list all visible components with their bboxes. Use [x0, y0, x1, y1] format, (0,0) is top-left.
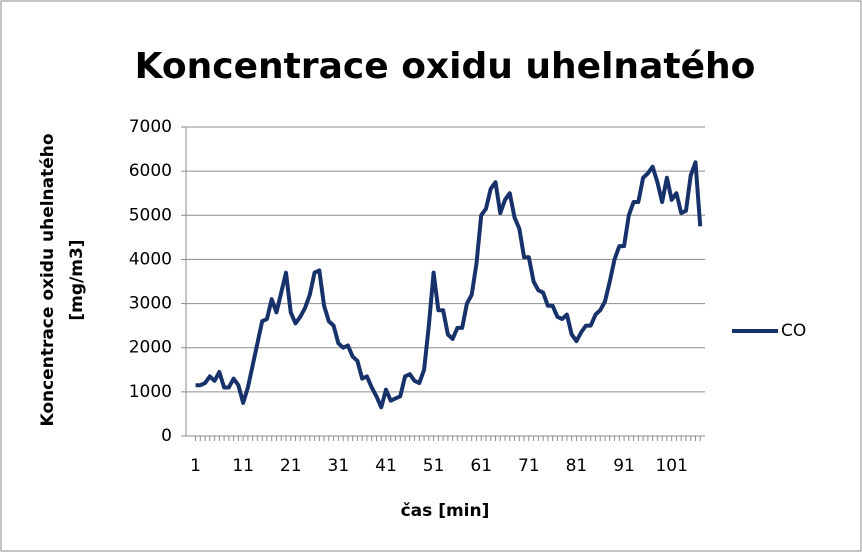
y-tick-label: 0 — [161, 426, 172, 446]
y-axis-label: [mg/m3] — [67, 239, 87, 320]
x-tick-label: 91 — [613, 456, 635, 476]
x-tick-label: 41 — [375, 456, 397, 476]
x-tick-label: 71 — [518, 456, 540, 476]
y-tick-label: 2000 — [129, 338, 172, 358]
y-tick-label: 6000 — [129, 161, 172, 181]
x-tick-label: 81 — [566, 456, 588, 476]
x-tick-label: 51 — [423, 456, 445, 476]
y-tick-label: 1000 — [129, 382, 172, 402]
data-line — [195, 160, 703, 410]
x-tick-label: 101 — [655, 456, 687, 476]
y-tick-label: 5000 — [129, 205, 172, 225]
x-tick-label: 11 — [232, 456, 254, 476]
y-tick-label: 7000 — [129, 117, 172, 137]
chart-title: Koncentrace oxidu uhelnatého — [135, 46, 756, 87]
legend-label: CO — [781, 321, 806, 341]
y-tick-label: 3000 — [129, 294, 172, 314]
y-tick-label: 4000 — [129, 249, 172, 269]
y-axis-label: Koncentrace oxidu uhelnatého — [38, 133, 58, 426]
x-tick-label: 1 — [190, 456, 201, 476]
x-tick-label: 31 — [328, 456, 350, 476]
x-tick-label: 61 — [470, 456, 492, 476]
x-tick-label: 21 — [280, 456, 302, 476]
x-axis-label: čas [min] — [401, 501, 490, 521]
